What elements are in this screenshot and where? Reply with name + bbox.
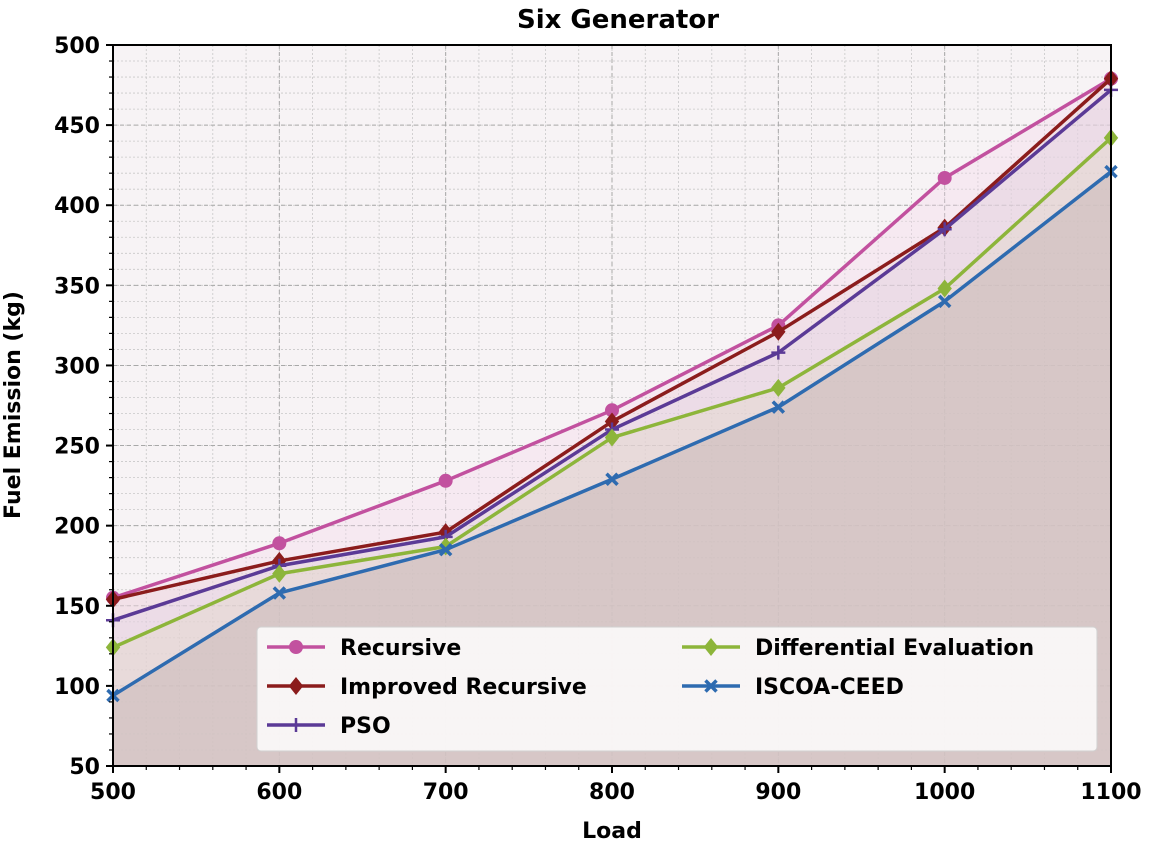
y-tick-label: 450 xyxy=(54,114,100,139)
data-point-recursive xyxy=(438,473,453,488)
legend-label-improved-recursive: Improved Recursive xyxy=(340,675,587,700)
data-point-pso xyxy=(771,345,786,360)
x-tick-label: 500 xyxy=(90,780,136,805)
data-point-iscoa-ceed xyxy=(605,472,619,486)
data-point-iscoa-ceed xyxy=(272,586,287,600)
chart-title: Six Generator xyxy=(517,5,719,35)
y-tick-label: 300 xyxy=(54,354,100,379)
y-axis-label: Fuel Emission (kg) xyxy=(1,291,26,519)
plot-area: 500 600 700 800 900 1000 1100 50 100 150 200 250 300… xyxy=(54,34,1142,805)
x-tick-label: 800 xyxy=(589,780,635,805)
legend-marker-improved-recursive xyxy=(288,677,304,695)
y-tick-label: 200 xyxy=(54,515,100,540)
x-tick-label: 900 xyxy=(755,780,801,805)
data-point-improved-recursive xyxy=(771,322,786,341)
legend-label-recursive: Recursive xyxy=(340,636,461,661)
data-point-differential-evaluation xyxy=(604,428,620,447)
x-tick-label: 600 xyxy=(256,780,302,805)
data-point-differential-evaluation xyxy=(937,279,952,298)
legend-label-iscoa-ceed: ISCOA-CEED xyxy=(755,675,904,700)
legend-label-differential-evaluation: Differential Evaluation xyxy=(755,636,1034,661)
legend-marker-recursive xyxy=(289,640,303,654)
data-point-iscoa-ceed xyxy=(771,400,786,414)
x-tick-label: 1100 xyxy=(1080,780,1141,805)
data-point-iscoa-ceed xyxy=(438,542,453,557)
y-tick-label: 350 xyxy=(54,274,100,299)
data-point-recursive xyxy=(272,536,287,551)
data-point-differential-evaluation xyxy=(272,564,287,583)
data-point-iscoa-ceed xyxy=(937,294,952,309)
x-axis-label: Load xyxy=(582,819,642,843)
area-iscoa-ceed xyxy=(113,171,1111,766)
x-tick-label: 1000 xyxy=(914,780,975,805)
data-point-recursive xyxy=(937,170,952,185)
x-tick-label: 700 xyxy=(423,780,469,805)
y-tick-label: 100 xyxy=(54,675,100,700)
data-point-pso xyxy=(937,222,952,237)
data-point-differential-evaluation xyxy=(771,378,786,397)
y-tick-label: 400 xyxy=(54,194,100,219)
legend-marker-differential-evaluation xyxy=(703,638,719,656)
legend: Recursive Improved Recursive PSO Differenti… xyxy=(256,626,1098,752)
y-tick-label: 500 xyxy=(54,34,100,59)
legend-box xyxy=(256,626,1098,752)
legend-marker-iscoa-ceed xyxy=(704,679,718,693)
legend-marker-pso xyxy=(289,718,303,732)
y-tick-label: 250 xyxy=(54,435,100,460)
data-point-recursive xyxy=(605,403,619,418)
y-tick-label: 150 xyxy=(54,595,100,620)
y-tick-label: 50 xyxy=(69,755,100,780)
legend-label-pso: PSO xyxy=(340,714,391,739)
